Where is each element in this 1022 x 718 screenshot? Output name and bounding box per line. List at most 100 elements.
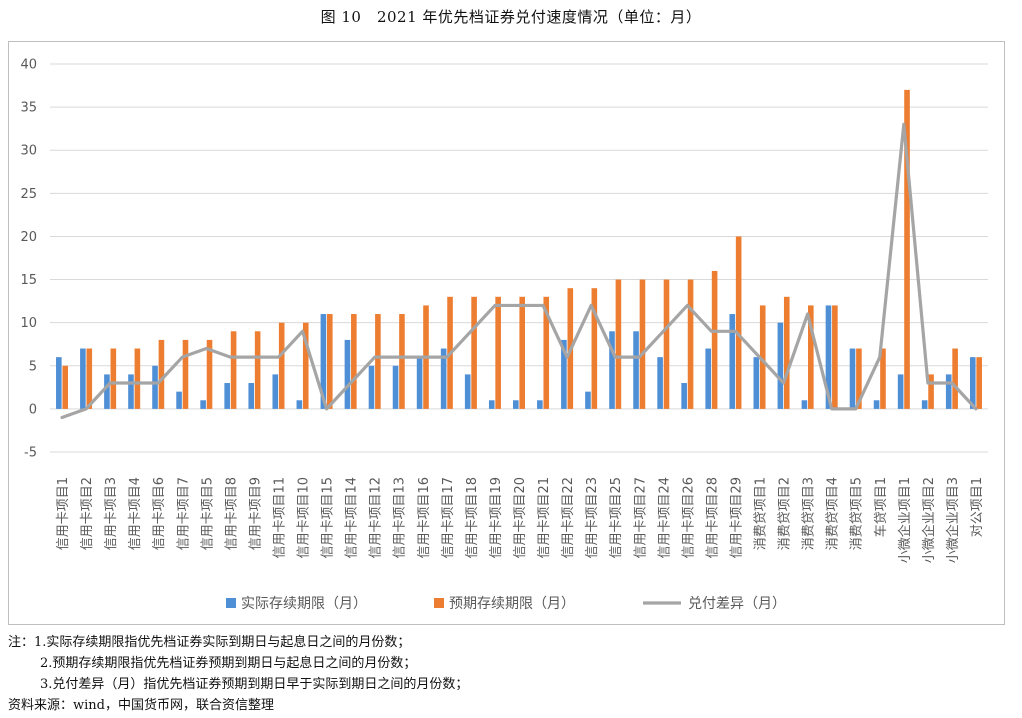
bar-actual	[392, 365, 399, 409]
legend-label: 实际存续期限（月）	[241, 595, 367, 612]
x-tick-label: 信用卡项目2	[80, 477, 95, 550]
bar-expected	[326, 314, 333, 409]
bar-expected	[399, 314, 405, 409]
y-tick-label: 0	[29, 402, 37, 417]
x-tick-label: 信用卡项目19	[489, 477, 504, 559]
bar-expected	[832, 305, 838, 409]
note-2: 2.预期存续期限指优先档证券预期到期日与起息日之间的月份数；	[40, 656, 417, 671]
x-tick-label: 信用卡项目6	[152, 477, 167, 550]
bar-expected	[904, 89, 910, 409]
bar-expected	[735, 236, 742, 409]
bar-expected	[278, 322, 285, 409]
bar-expected	[254, 331, 261, 409]
note-3: 3.兑付差异（月）指优先档证券预期到期日早于实际到期日之间的月份数；	[40, 677, 469, 692]
note-1: 注：1.实际存续期限指优先档证券实际到期日与起息日之间的月份数；	[8, 635, 411, 650]
x-tick-label: 信用卡项目14	[345, 477, 360, 559]
bar-actual	[561, 339, 567, 409]
line-series-payment-gap	[60, 122, 978, 420]
bar-expected	[302, 322, 309, 409]
bar-actual	[945, 374, 952, 409]
bar-actual	[176, 391, 182, 409]
bar-expected	[783, 296, 790, 409]
x-tick-label: 信用卡项目28	[705, 477, 720, 559]
y-tick-label: 35	[20, 101, 37, 116]
bar-expected	[86, 348, 93, 409]
chart-frame	[8, 41, 1005, 625]
bar-actual	[801, 400, 808, 409]
x-tick-label: 信用卡项目9	[248, 477, 263, 550]
bar-actual	[80, 348, 86, 409]
chart: -5 0 5 10 15 20 25 30 35 40 信用卡项目1 信用卡项目2 信用卡项目3 信用卡项…	[20, 58, 988, 612]
bar-expected	[110, 348, 117, 409]
bar-expected	[663, 279, 670, 409]
bar-actual	[248, 383, 255, 409]
bar-expected	[639, 279, 646, 409]
bar-actual	[224, 383, 230, 409]
bar-expected	[351, 314, 357, 409]
bar-actual	[753, 357, 760, 409]
bar-actual	[921, 400, 928, 409]
x-tick-label: 信用卡项目10	[297, 477, 312, 559]
bar-actual	[657, 357, 663, 409]
bar-expected	[615, 279, 622, 409]
y-tick-label: -5	[24, 446, 37, 461]
bar-expected	[495, 296, 501, 409]
x-tick-label: 信用卡项目13	[393, 477, 408, 559]
bar-expected	[519, 296, 525, 409]
x-tick-label: 信用卡项目17	[441, 477, 456, 559]
bar-actual	[849, 348, 856, 409]
x-tick-label: 消费贷项目2	[778, 477, 793, 550]
bar-expected	[543, 296, 550, 409]
bar-actual	[897, 374, 904, 409]
bar-actual	[705, 348, 712, 409]
bar-actual	[152, 365, 158, 409]
x-tick-label: 信用卡项目22	[561, 477, 576, 559]
bar-actual	[56, 357, 62, 409]
x-tick-label: 消费贷项目1	[754, 477, 769, 550]
x-tick-label: 信用卡项目29	[729, 477, 744, 559]
bar-actual	[585, 391, 591, 409]
x-tick-label: 消费贷项目4	[826, 477, 841, 550]
x-tick-label: 信用卡项目15	[321, 477, 336, 559]
y-tick-label: 25	[20, 187, 37, 202]
x-tick-label: 小微企业项目1	[897, 477, 913, 563]
bar-actual	[344, 339, 351, 409]
x-tick-label: 消费贷项目5	[850, 477, 865, 550]
x-tick-label: 信用卡项目8	[224, 477, 239, 550]
x-tick-label: 信用卡项目5	[200, 477, 215, 550]
y-tick-label: 20	[20, 230, 37, 245]
x-tick-label: 信用卡项目24	[657, 477, 672, 559]
x-tick-label: 小微企业项目2	[921, 477, 937, 563]
x-tick-label: 对公项目1	[970, 477, 985, 537]
bar-actual	[825, 305, 832, 409]
y-tick-label: 15	[20, 273, 37, 288]
bar-actual	[464, 374, 471, 409]
x-tick-label: 信用卡项目23	[585, 477, 600, 559]
bar-actual	[633, 331, 639, 409]
x-tick-label: 信用卡项目3	[104, 477, 119, 550]
x-tick-label: 消费贷项目3	[802, 477, 817, 550]
legend-swatch	[226, 598, 236, 608]
x-tick-label: 信用卡项目4	[128, 477, 143, 550]
bar-actual	[128, 374, 134, 409]
bar-expected	[808, 305, 814, 409]
x-tick-label: 信用卡项目1	[56, 477, 71, 550]
bar-actual	[537, 400, 543, 409]
bar-actual	[104, 374, 110, 409]
bar-expected	[158, 339, 165, 409]
bar-actual	[320, 314, 327, 409]
bar-actual	[440, 348, 447, 409]
bar-actual	[873, 400, 880, 409]
x-tick-label: 信用卡项目18	[465, 477, 480, 559]
bar-expected	[759, 305, 766, 409]
bar-expected	[976, 357, 982, 409]
bar-expected	[952, 348, 958, 409]
bar-actual	[729, 314, 736, 409]
x-tick-label: 信用卡项目25	[609, 477, 624, 559]
bar-actual	[777, 322, 784, 409]
bar-expected	[182, 339, 189, 409]
notes: 注：1.实际存续期限指优先档证券实际到期日与起息日之间的月份数； 2.预期存续期…	[8, 632, 468, 716]
figure-title: 图 10 2021 年优先档证券兑付速度情况（单位：月）	[320, 8, 702, 26]
bar-expected	[711, 270, 718, 409]
y-tick-label: 5	[29, 359, 37, 374]
